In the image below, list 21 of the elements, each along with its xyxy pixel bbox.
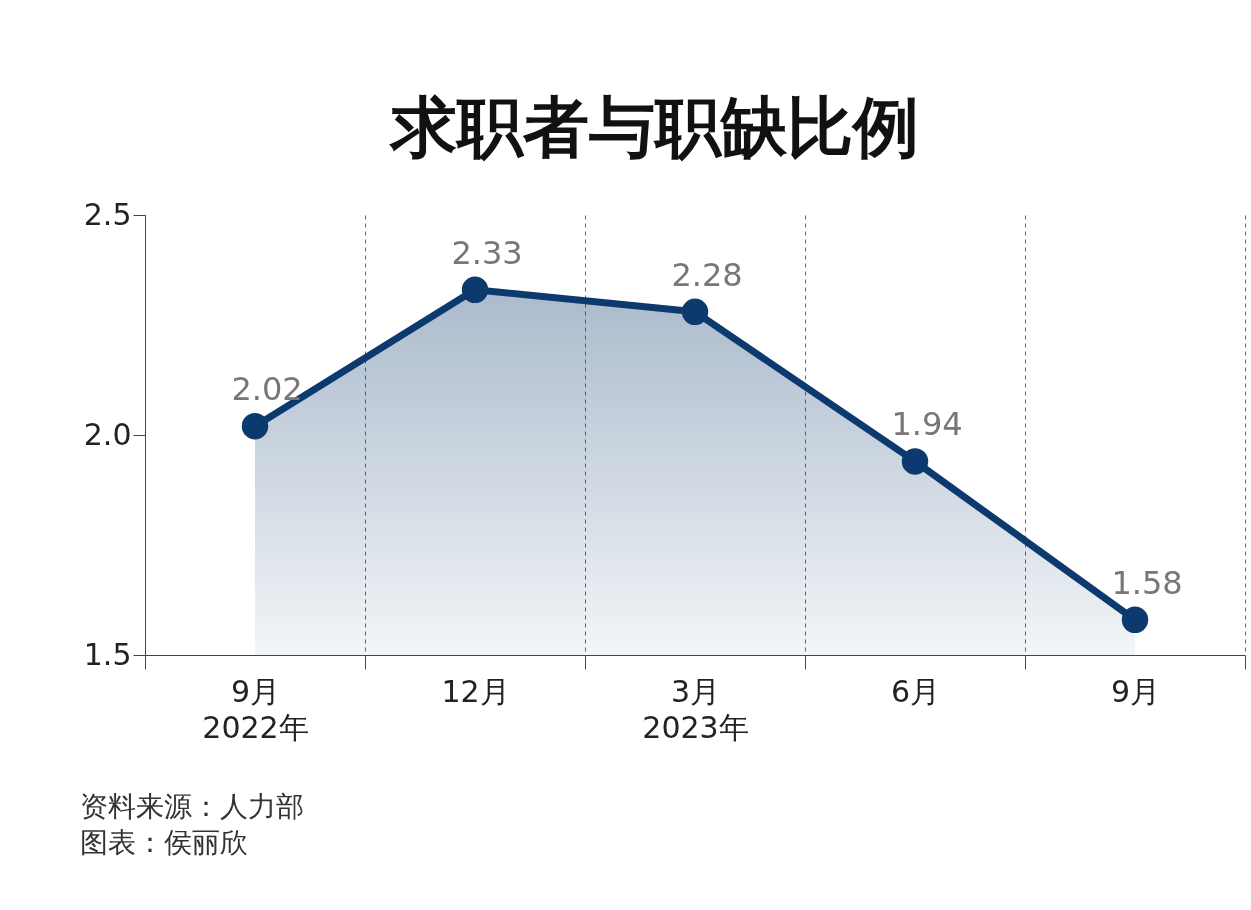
data-label: 1.94 [891,405,963,444]
y-tick-label: 2.5 [83,196,132,232]
data-label: 1.58 [1111,563,1183,602]
point [901,448,929,475]
data-label: 2.02 [231,370,303,409]
x-tick-label: 9月 2022年 [202,673,309,745]
x-tick-label: 9月 [1110,673,1161,709]
text: 资料来源：人力部 [80,790,304,823]
x-tick-label: 3月 2023年 [642,673,749,745]
y-tick-label: 1.5 [83,636,132,672]
data-label: 2.33 [451,233,523,272]
point [241,413,269,440]
text: 图表：侯丽欣 [80,826,248,859]
point [1121,606,1149,633]
point [461,276,489,303]
chart-title: 求职者与职缺比例 [389,89,919,166]
point [681,298,709,325]
x-tick-label: 12月 [441,673,510,709]
y-tick-label: 2.0 [83,416,132,452]
data-label: 2.28 [671,255,743,294]
x-tick-label: 6月 [890,673,941,709]
